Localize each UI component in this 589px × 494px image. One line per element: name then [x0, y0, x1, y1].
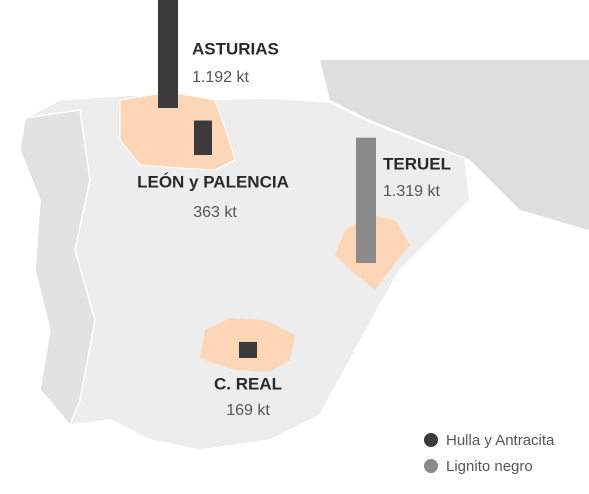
value-label: 363 kt [193, 204, 237, 221]
value-label: 1.192 kt [192, 69, 249, 86]
region-name: TERUEL [383, 154, 451, 173]
region-name: ASTURIAS [192, 39, 279, 58]
region-name: LEÓN y PALENCIA [137, 172, 289, 191]
peninsula [19, 94, 471, 451]
legend-swatch [424, 459, 438, 473]
bar [356, 137, 376, 263]
bar [194, 120, 212, 155]
portugal [19, 109, 96, 427]
france [320, 60, 589, 230]
value-label: 169 kt [226, 402, 270, 419]
bar [158, 0, 178, 108]
bar [239, 341, 257, 358]
legend-label: Hulla y Antracita [446, 432, 555, 449]
legend-swatch [424, 433, 438, 447]
value-label: 1.319 kt [383, 183, 440, 200]
legend-label: Lignito negro [446, 458, 533, 475]
region-name: C. REAL [214, 374, 282, 393]
